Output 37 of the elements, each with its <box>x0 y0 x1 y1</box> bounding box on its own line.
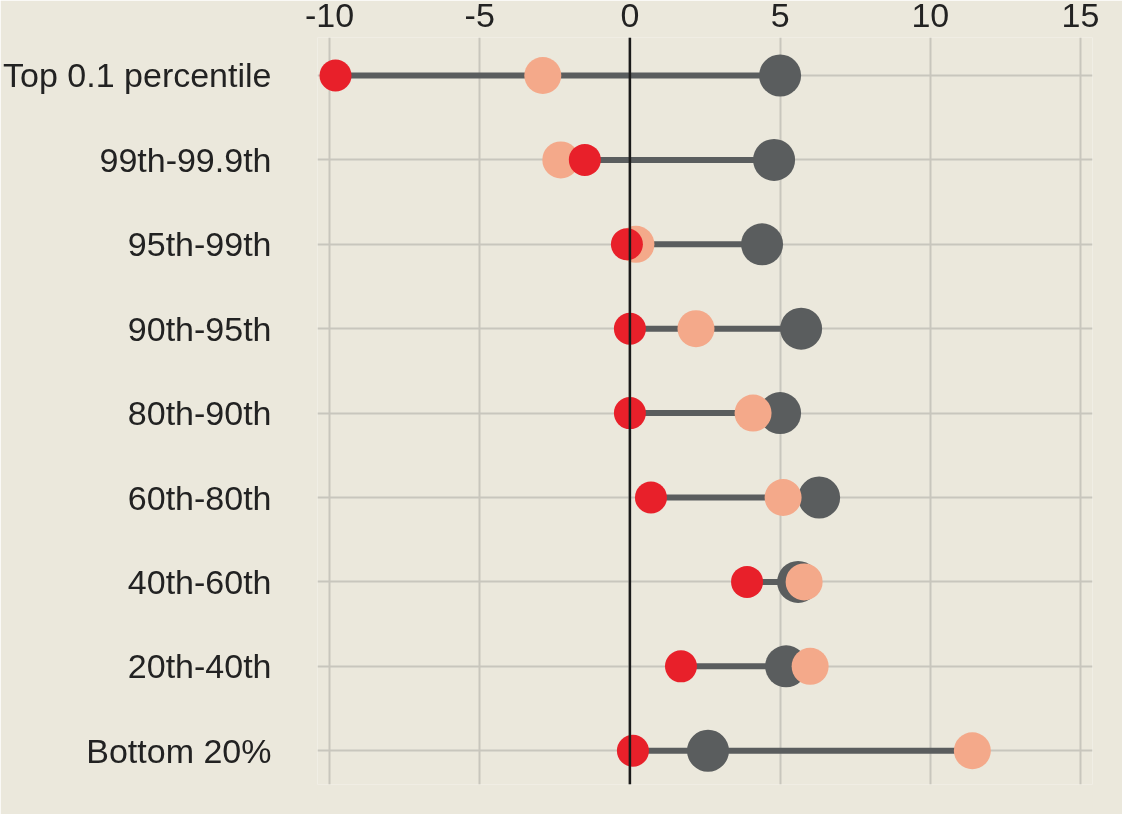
point <box>610 228 643 261</box>
point <box>759 54 802 97</box>
point <box>780 307 823 350</box>
point <box>953 732 991 770</box>
point <box>687 729 729 772</box>
x-tick-label: 5 <box>770 0 790 34</box>
y-tick-label: 20th-40th <box>127 647 272 686</box>
x-tick-label: 15 <box>1061 0 1100 34</box>
point <box>741 223 784 266</box>
x-tick-label: -10 <box>304 0 355 34</box>
point <box>677 310 715 348</box>
point <box>568 143 601 176</box>
y-tick-label: Bottom 20% <box>86 731 272 770</box>
point <box>791 647 829 685</box>
point <box>613 397 646 430</box>
point <box>664 650 697 683</box>
y-tick-label: 60th-80th <box>127 478 272 517</box>
y-tick-label: 95th-99th <box>127 225 272 264</box>
y-tick-label: 90th-95th <box>127 309 272 348</box>
x-tick-label: 0 <box>620 0 640 34</box>
point <box>616 734 649 767</box>
y-tick-label: Top 0.1 percentile <box>3 56 272 95</box>
point <box>734 394 772 432</box>
y-tick-label: 99th-99.9th <box>99 140 272 179</box>
point <box>798 476 841 519</box>
point <box>731 565 764 598</box>
point <box>634 481 667 514</box>
point <box>319 59 352 92</box>
x-tick-label: -5 <box>464 0 495 34</box>
point <box>524 57 562 94</box>
y-tick-label: 80th-90th <box>127 394 272 433</box>
point <box>753 138 796 181</box>
y-tick-label: 40th-60th <box>127 562 272 601</box>
point <box>613 312 646 345</box>
x-tick-label: 10 <box>911 0 950 34</box>
point <box>764 479 802 516</box>
point <box>785 563 823 601</box>
